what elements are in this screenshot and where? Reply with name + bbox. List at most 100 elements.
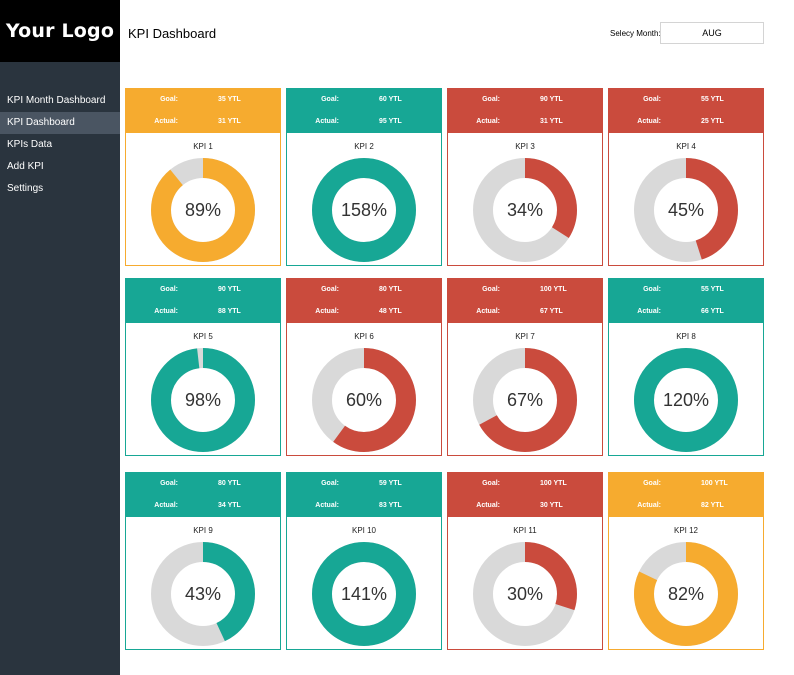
actual-label: Actual: [637, 118, 661, 125]
actual-value: 66 YTL [701, 308, 724, 315]
kpi-percent: 89% [184, 199, 222, 220]
kpi-name: KPI 10 [351, 526, 376, 535]
goal-row: Goal: 100 YTL [448, 279, 602, 301]
actual-value: 95 YTL [379, 118, 402, 125]
goal-label: Goal: [160, 96, 178, 103]
actual-value: 30 YTL [540, 502, 563, 509]
donut-progress-arc [634, 542, 738, 646]
kpi-card-header: Goal: 90 YTL Actual: 88 YTL [126, 279, 280, 323]
actual-label: Actual: [476, 118, 500, 125]
kpi-name: KPI 9 [193, 526, 213, 535]
kpi-name: KPI 1 [193, 142, 213, 151]
actual-label: Actual: [476, 502, 500, 509]
goal-value: 55 YTL [701, 286, 724, 293]
goal-row: Goal: 90 YTL [448, 89, 602, 111]
kpi-card-header: Goal: 100 YTL Actual: 30 YTL [448, 473, 602, 517]
logo-text: Your Logo [5, 20, 115, 42]
kpi-name: KPI 4 [676, 142, 696, 151]
goal-value: 100 YTL [701, 480, 728, 487]
kpi-percent: 45% [667, 199, 705, 220]
kpi-name: KPI 7 [515, 332, 535, 341]
goal-row: Goal: 80 YTL [287, 279, 441, 301]
kpi-card: Goal: 59 YTL Actual: 83 YTL KPI 10 141% [286, 472, 442, 650]
kpi-card-header: Goal: 80 YTL Actual: 48 YTL [287, 279, 441, 323]
goal-row: Goal: 60 YTL [287, 89, 441, 111]
month-select-label: Selecy Month: [610, 29, 661, 38]
kpi-card: Goal: 90 YTL Actual: 31 YTL KPI 3 34% [447, 88, 603, 266]
goal-label: Goal: [160, 480, 178, 487]
goal-label: Goal: [643, 286, 661, 293]
goal-row: Goal: 90 YTL [126, 279, 280, 301]
actual-row: Actual: 31 YTL [126, 111, 280, 133]
sidebar-item-kpi-dashboard[interactable]: KPI Dashboard [0, 112, 120, 134]
month-select[interactable]: AUG [660, 22, 764, 44]
goal-value: 80 YTL [218, 480, 241, 487]
goal-label: Goal: [321, 480, 339, 487]
kpi-percent: 158% [340, 199, 388, 220]
actual-value: 48 YTL [379, 308, 402, 315]
kpi-donut-chart [312, 348, 416, 452]
page-title: KPI Dashboard [128, 26, 217, 41]
sidebar-item-settings[interactable]: Settings [7, 183, 44, 194]
goal-label: Goal: [321, 96, 339, 103]
kpi-percent: 67% [506, 389, 544, 410]
actual-row: Actual: 95 YTL [287, 111, 441, 133]
goal-label: Goal: [482, 286, 500, 293]
logo: Your Logo [0, 0, 120, 62]
donut-progress-arc [151, 158, 255, 262]
donut-progress-arc [634, 158, 738, 262]
kpi-percent: 98% [184, 389, 222, 410]
goal-row: Goal: 59 YTL [287, 473, 441, 495]
actual-label: Actual: [637, 308, 661, 315]
goal-value: 100 YTL [540, 480, 567, 487]
sidebar-nav: KPI Month Dashboard KPI Dashboard KPIs D… [0, 90, 120, 200]
actual-row: Actual: 30 YTL [448, 495, 602, 517]
kpi-card: Goal: 90 YTL Actual: 88 YTL KPI 5 98% [125, 278, 281, 456]
sidebar-item-kpi-month-dashboard[interactable]: KPI Month Dashboard [7, 95, 106, 106]
kpi-name: KPI 12 [673, 526, 698, 535]
kpi-donut-chart [151, 158, 255, 262]
kpi-card: Goal: 60 YTL Actual: 95 YTL KPI 2 158% [286, 88, 442, 266]
goal-value: 80 YTL [379, 286, 402, 293]
kpi-card-header: Goal: 55 YTL Actual: 25 YTL [609, 89, 763, 133]
donut-progress-arc [151, 348, 255, 452]
goal-row: Goal: 80 YTL [126, 473, 280, 495]
goal-label: Goal: [321, 286, 339, 293]
sidebar: Your Logo KPI Month Dashboard KPI Dashbo… [0, 0, 120, 675]
sidebar-item-kpis-data[interactable]: KPIs Data [7, 139, 53, 150]
actual-label: Actual: [315, 502, 339, 509]
kpi-donut-chart [634, 158, 738, 262]
goal-label: Goal: [643, 480, 661, 487]
actual-row: Actual: 48 YTL [287, 301, 441, 323]
kpi-percent: 34% [506, 199, 544, 220]
actual-row: Actual: 83 YTL [287, 495, 441, 517]
kpi-donut-chart [634, 348, 738, 452]
kpi-name: KPI 5 [193, 332, 213, 341]
donut-progress-arc [634, 348, 738, 452]
kpi-name: KPI 11 [513, 526, 537, 535]
actual-value: 67 YTL [540, 308, 563, 315]
goal-row: Goal: 100 YTL [448, 473, 602, 495]
donut-progress-arc [312, 542, 416, 646]
sidebar-item-add-kpi[interactable]: Add KPI [7, 161, 44, 172]
actual-label: Actual: [637, 502, 661, 509]
kpi-donut-chart [634, 542, 738, 646]
kpi-card-header: Goal: 80 YTL Actual: 34 YTL [126, 473, 280, 517]
goal-label: Goal: [643, 96, 661, 103]
kpi-card-header: Goal: 90 YTL Actual: 31 YTL [448, 89, 602, 133]
goal-value: 90 YTL [540, 96, 563, 103]
actual-label: Actual: [154, 308, 178, 315]
actual-row: Actual: 34 YTL [126, 495, 280, 517]
actual-value: 25 YTL [701, 118, 724, 125]
actual-label: Actual: [154, 502, 178, 509]
kpi-card: Goal: 55 YTL Actual: 25 YTL KPI 4 45% [608, 88, 764, 266]
donut-progress-arc [312, 158, 416, 262]
kpi-name: KPI 6 [354, 332, 374, 341]
kpi-donut-chart [473, 158, 577, 262]
actual-row: Actual: 67 YTL [448, 301, 602, 323]
donut-progress-arc [473, 158, 577, 262]
kpi-percent: 60% [345, 389, 383, 410]
kpi-card: Goal: 100 YTL Actual: 67 YTL KPI 7 67% [447, 278, 603, 456]
donut-progress-arc [473, 542, 577, 646]
goal-label: Goal: [482, 480, 500, 487]
